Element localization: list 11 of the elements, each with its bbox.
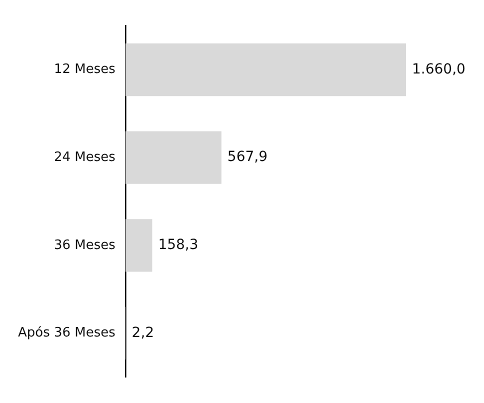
data-label: 158,3 (158, 237, 198, 254)
data-label: 1.660,0 (412, 61, 466, 78)
bar (125, 219, 152, 272)
bar (125, 131, 222, 184)
data-label: 2,2 (132, 324, 154, 341)
y-tick-label: 12 Meses (54, 62, 116, 78)
y-tick-label: Após 36 Meses (18, 326, 116, 341)
data-label: 567,9 (227, 149, 268, 166)
y-tick-label: 24 Meses (54, 150, 116, 165)
bar (125, 43, 406, 96)
y-tick-label: 36 Meses (54, 238, 116, 253)
